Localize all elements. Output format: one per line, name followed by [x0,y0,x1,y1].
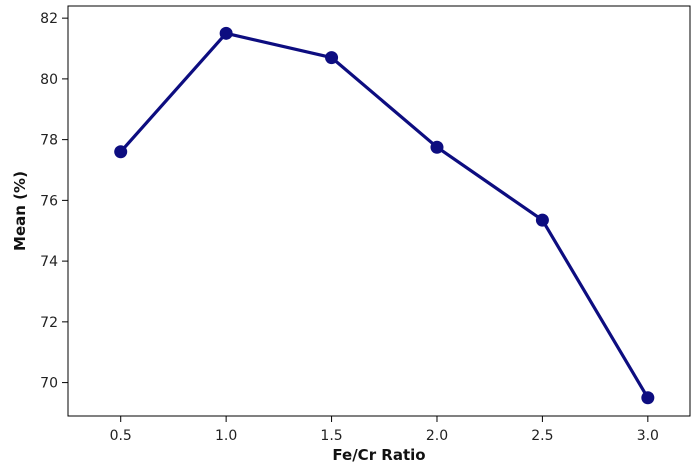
y-axis: 70 72 74 76 78 80 82 [40,11,68,391]
x-axis-title: Fe/Cr Ratio [332,446,425,464]
y-tick-label: 80 [40,72,58,88]
data-point [430,141,443,154]
data-point [114,145,127,158]
y-tick-label: 72 [40,315,58,331]
x-tick-label: 1.0 [215,428,237,444]
data-point [325,51,338,64]
x-tick-label: 2.0 [426,428,448,444]
y-tick-label: 78 [40,133,58,149]
x-tick-label: 2.5 [531,428,553,444]
x-tick-label: 1.5 [320,428,342,444]
y-axis-title: Mean (%) [11,171,29,251]
x-tick-label: 3.0 [637,428,659,444]
y-tick-label: 74 [40,254,58,270]
x-axis: 0.5 1.0 1.5 2.0 2.5 3.0 [110,416,659,444]
data-point [536,214,549,227]
y-tick-label: 70 [40,376,58,392]
plot-area-frame [68,6,690,416]
series-layer [114,27,654,404]
data-point [641,391,654,404]
series-line [121,33,648,398]
x-tick-label: 0.5 [110,428,132,444]
y-tick-label: 82 [40,11,58,27]
y-tick-label: 76 [40,193,58,209]
data-point [220,27,233,40]
